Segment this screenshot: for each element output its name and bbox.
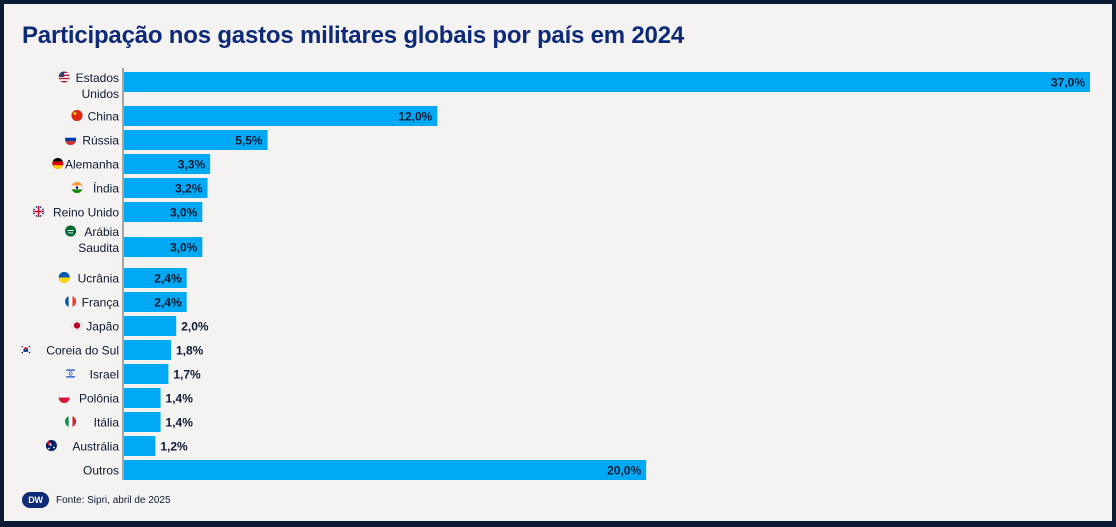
italy-flag-icon [64,415,77,428]
south-korea-flag-icon [20,343,32,356]
bar-row-15: 20,0% Outros [83,460,647,480]
bar [124,202,203,222]
category-label: Unidos [82,87,119,101]
bar-row-10: 1,8% Coreia do Sul [20,340,204,360]
chart-card: Participação nos gastos militares globai… [4,4,1112,521]
israel-flag-icon [64,367,77,380]
category-label: Arábia [84,225,119,239]
category-label: Alemanha [65,158,119,172]
value-label: 3,3% [178,158,206,172]
category-label: China [88,110,120,124]
bar-row-0: 37,0% Estados Unidos [58,71,1090,101]
value-label: 1,8% [176,344,204,358]
category-label: Rússia [82,134,119,148]
bar [124,268,187,288]
bar-row-1: 12,0% China [71,106,438,126]
value-label: 3,0% [170,241,198,255]
value-label: 1,4% [166,416,194,430]
value-label: 5,5% [235,134,263,148]
bar [124,436,156,456]
australia-flag-icon [45,439,58,452]
value-label: 2,0% [181,320,209,334]
bar [124,292,187,312]
ukraine-flag-icon [58,271,70,284]
bar-row-12: 1,4% Polônia [58,388,194,408]
category-label: Polônia [79,392,119,406]
category-label: Reino Unido [53,206,119,220]
category-label: Saudita [78,241,119,255]
bar-row-14: 1,2% Austrália [45,436,188,456]
india-flag-icon [71,181,83,194]
saudi-arabia-flag-icon [64,225,77,237]
value-label: 37,0% [1051,76,1085,90]
bar-row-9: 2,0% Japão [71,316,209,336]
bar-row-4: 3,2% Índia [71,178,208,198]
category-label: Japão [86,320,119,334]
bar-chart: 37,0% Estados Unidos 12,0% China 5,5% Rússia 3,… [20,68,1090,480]
bar [124,388,161,408]
poland-flag-icon [58,391,70,404]
category-label: Outros [83,464,119,478]
bar [124,72,1090,92]
bar-row-8: 2,4% França [64,292,187,312]
bar [124,460,647,480]
value-label: 12,0% [398,110,432,124]
bar-row-6: 3,0% Arábia Saudita [64,225,203,257]
value-label: 2,4% [154,272,182,286]
category-label: Israel [90,368,119,382]
bar-row-5: 3,0% Reino Unido [32,202,203,222]
value-label: 2,4% [154,296,182,310]
dw-logo: DW [22,492,49,508]
bar-row-13: 1,4% Itália [64,412,194,432]
bar [124,340,171,360]
category-label: Itália [94,416,120,430]
bar [124,106,438,126]
bar [124,237,203,257]
value-label: 3,0% [170,206,198,220]
bar [124,364,169,384]
bar [124,316,177,336]
bar [124,178,208,198]
bar [124,130,268,150]
source-note: Fonte: Sipri, abril de 2025 [56,494,171,506]
category-label: Coreia do Sul [46,344,119,358]
france-flag-icon [64,295,77,308]
category-label: Índia [93,181,119,196]
china-flag-icon [71,109,83,122]
category-label: Austrália [72,440,119,454]
value-label: 1,2% [160,440,188,454]
bar-row-2: 5,5% Rússia [64,130,268,150]
uk-flag-icon [32,205,45,218]
category-label: França [82,296,120,310]
value-label: 3,2% [175,182,203,196]
russia-flag-icon [64,133,77,146]
bar-row-3: 3,3% Alemanha [52,154,211,174]
japan-flag-icon [71,319,83,332]
bar [124,154,211,174]
bar-row-11: 1,7% Israel [64,364,201,384]
bar [124,412,161,432]
value-label: 20,0% [607,464,641,478]
footer: DW Fonte: Sipri, abril de 2025 [22,492,171,508]
category-label: Estados [76,71,119,85]
us-flag-icon [58,71,70,83]
germany-flag-icon [52,157,64,170]
bar-row-7: 2,4% Ucrânia [58,268,187,288]
value-label: 1,7% [173,368,201,382]
value-label: 1,4% [166,392,194,406]
category-label: Ucrânia [78,272,120,286]
chart-title: Participação nos gastos militares globai… [22,22,684,49]
